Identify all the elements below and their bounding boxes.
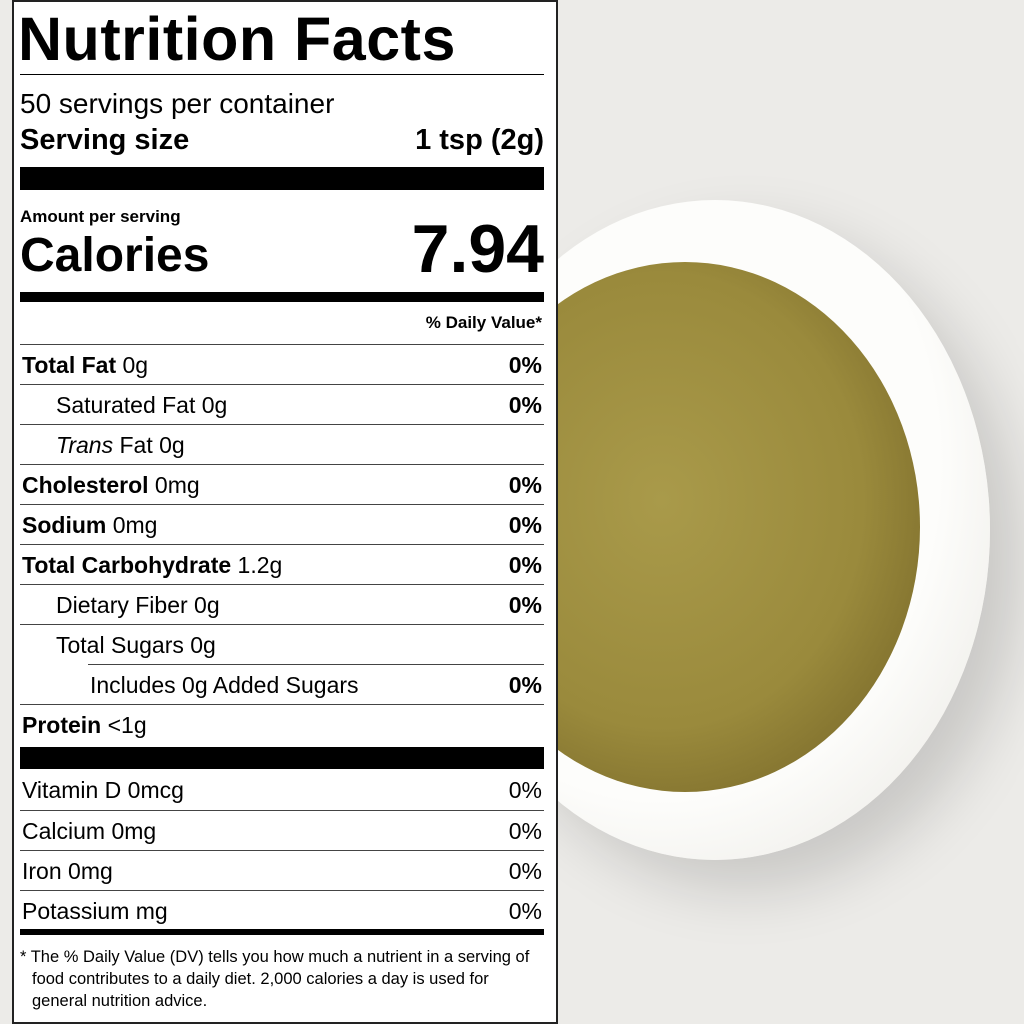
nutrient-dv: 0% bbox=[508, 392, 542, 418]
nutrient-name: Total Carbohydrate bbox=[22, 552, 232, 578]
thick-bar bbox=[20, 167, 544, 190]
nutrient-amount: 1.2g bbox=[237, 552, 283, 578]
nutrient-amount: 0g bbox=[194, 592, 220, 618]
vitamin-row: Calcium 0mg 0% bbox=[20, 810, 544, 850]
vitamin-row: Iron 0mg 0% bbox=[20, 850, 544, 890]
nutrient-row: Includes 0g Added Sugars 0% bbox=[88, 664, 544, 704]
nutrient-row: Protein <1g bbox=[20, 704, 544, 744]
nutrient-dv: 0% bbox=[508, 352, 542, 378]
vitamin-dv: 0% bbox=[508, 818, 542, 844]
nutrient-amount: <1g bbox=[107, 712, 147, 738]
vitamin-name: Calcium bbox=[22, 818, 106, 844]
vitamin-name: Potassium bbox=[22, 898, 130, 924]
calories: 7.94 bbox=[411, 211, 544, 287]
nutrient-name: Total Sugars bbox=[56, 632, 184, 658]
nutrient-row: Total Carbohydrate 1.2g 0% bbox=[20, 544, 544, 584]
nutrient-row: Dietary Fiber 0g 0% bbox=[20, 584, 544, 624]
nutrient-dv: 0% bbox=[508, 472, 542, 498]
nutrient-amount: 0mg bbox=[154, 472, 200, 498]
vitamin-name: Iron bbox=[22, 858, 62, 884]
nutrient-name: Saturated Fat bbox=[56, 392, 196, 418]
vitamin-dv: 0% bbox=[508, 858, 542, 884]
vitamin-name: Vitamin D bbox=[22, 777, 122, 803]
vitamin-amount: 0mcg bbox=[127, 777, 184, 803]
divider bbox=[20, 74, 544, 75]
nutrient-amount: 0g bbox=[190, 632, 216, 658]
nutrient-name: Sodium bbox=[22, 512, 107, 538]
nutrient-row: Cholesterol 0mg 0% bbox=[20, 464, 544, 504]
thick-bar bbox=[20, 747, 544, 769]
vitamin-dv: 0% bbox=[508, 777, 542, 803]
nutrient-amount: 0g bbox=[122, 352, 149, 378]
nutrient-name: Fat bbox=[119, 432, 153, 458]
vitamin-dv: 0% bbox=[508, 898, 542, 924]
calories-label: Calories bbox=[20, 229, 210, 282]
nutrient-name: Includes 0g Added Sugars bbox=[90, 672, 359, 698]
thick-bar bbox=[20, 292, 544, 302]
nutrient-row: Saturated Fat 0g 0% bbox=[20, 384, 544, 424]
nutrient-amount: 0g bbox=[201, 392, 228, 418]
nutrient-amount: 0mg bbox=[112, 512, 158, 538]
footnote: * The % Daily Value (DV) tells you how m… bbox=[20, 948, 530, 1010]
nutrient-row: Trans Fat 0g bbox=[20, 424, 544, 464]
nutrient-name-italic: Trans bbox=[56, 432, 114, 458]
serving-size: 1 tsp (2g) bbox=[415, 124, 544, 156]
nutrient-dv: 0% bbox=[508, 552, 542, 578]
servings: 50 servings per container bbox=[20, 88, 335, 119]
nutrient-dv: 0% bbox=[508, 672, 542, 698]
nutrient-name: Dietary Fiber bbox=[56, 592, 188, 618]
daily-value-header: % Daily Value* bbox=[425, 313, 542, 332]
vitamin-amount: 0mg bbox=[68, 858, 113, 884]
vitamin-row: Potassium mg 0% bbox=[20, 890, 544, 930]
nutrient-name: Protein bbox=[22, 712, 102, 738]
vitamin-amount: 0mg bbox=[111, 818, 157, 844]
nutrient-dv: 0% bbox=[508, 592, 542, 618]
nutrient-row: Total Sugars 0g bbox=[20, 624, 544, 664]
vitamin-row: Vitamin D 0mcg 0% bbox=[20, 770, 544, 810]
nutrient-row: Total Fat 0g 0% bbox=[20, 344, 544, 384]
nutrient-amount: 0g bbox=[159, 432, 185, 458]
vitamin-amount: mg bbox=[135, 898, 168, 924]
serving-size-label: Serving size bbox=[20, 124, 190, 156]
amount-per-serving: Amount per serving bbox=[20, 207, 181, 226]
nutrient-row: Sodium 0mg 0% bbox=[20, 504, 544, 544]
thick-bar bbox=[20, 929, 544, 935]
nutrient-name: Total Fat bbox=[22, 352, 117, 378]
nutrient-name: Cholesterol bbox=[22, 472, 149, 498]
nutrient-dv: 0% bbox=[508, 512, 542, 538]
nutrition-label: Nutrition Facts 50 servings per containe… bbox=[12, 0, 558, 1024]
title: Nutrition Facts bbox=[18, 5, 456, 73]
